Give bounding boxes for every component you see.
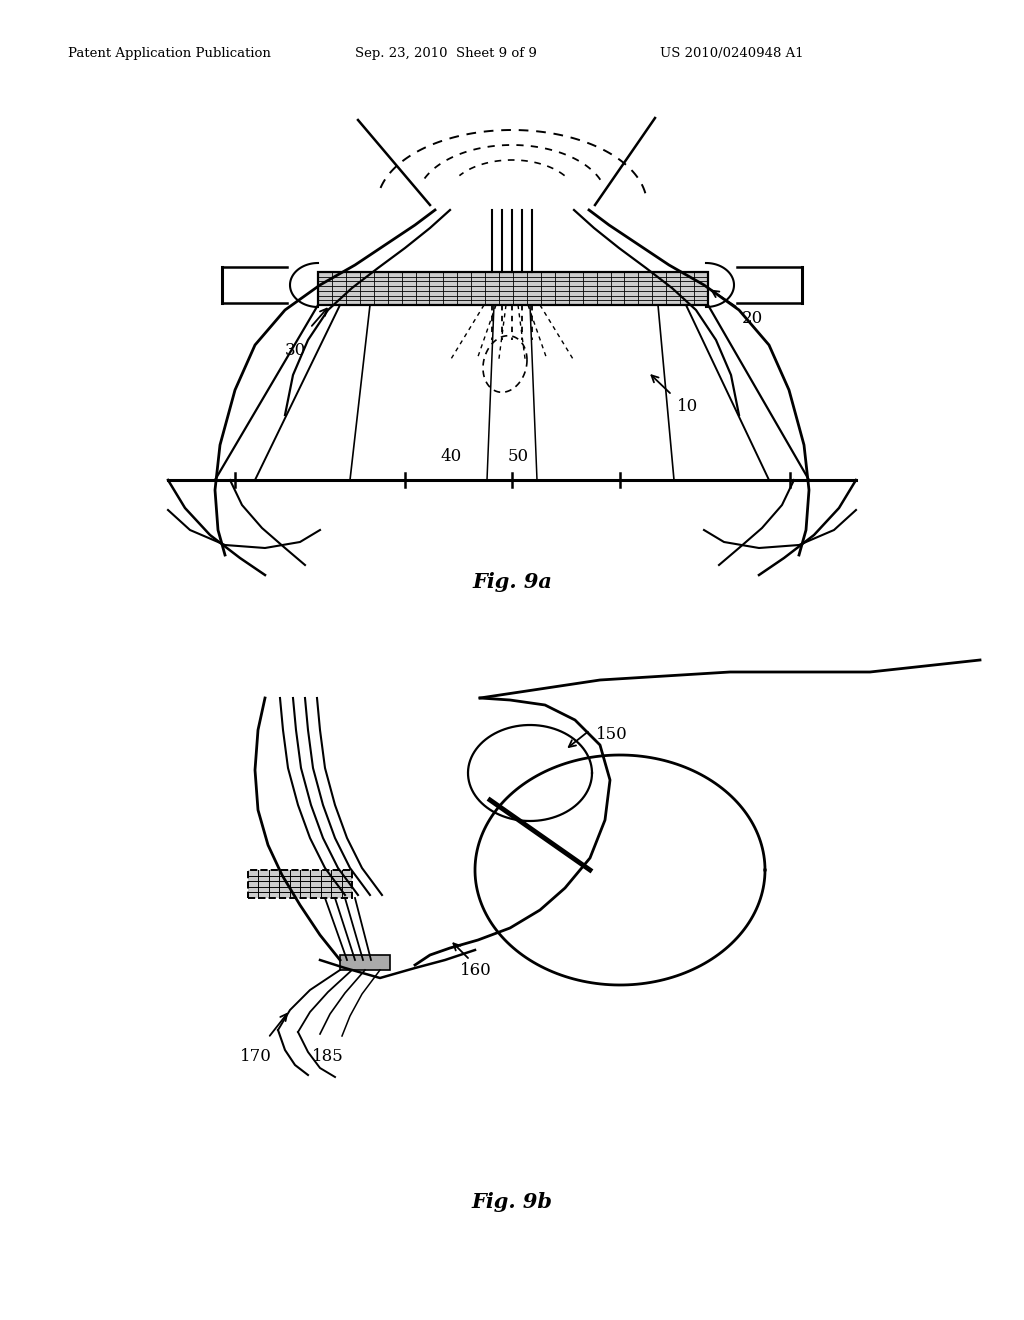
Bar [318, 272, 708, 305]
Text: Fig. 9b: Fig. 9b [471, 1192, 553, 1212]
Text: Fig. 9a: Fig. 9a [472, 572, 552, 591]
Text: US 2010/0240948 A1: US 2010/0240948 A1 [660, 48, 804, 59]
Text: 160: 160 [460, 962, 492, 979]
Text: 30: 30 [285, 342, 306, 359]
Text: 185: 185 [312, 1048, 344, 1065]
Text: 20: 20 [742, 310, 763, 327]
Text: 170: 170 [240, 1048, 272, 1065]
Bar [340, 954, 390, 970]
Text: 150: 150 [596, 726, 628, 743]
Text: Patent Application Publication: Patent Application Publication [68, 48, 271, 59]
Text: 10: 10 [677, 399, 698, 414]
Text: 40: 40 [440, 447, 461, 465]
Text: Sep. 23, 2010  Sheet 9 of 9: Sep. 23, 2010 Sheet 9 of 9 [355, 48, 537, 59]
FancyBboxPatch shape [248, 870, 352, 898]
Text: 50: 50 [508, 447, 529, 465]
